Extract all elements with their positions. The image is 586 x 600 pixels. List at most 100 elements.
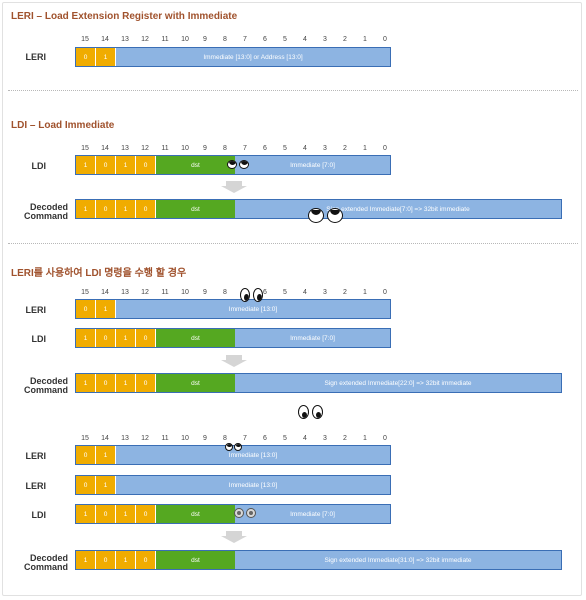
opcode-bit: 0 <box>136 551 156 569</box>
decoded-label-line2: Command <box>23 562 68 572</box>
eyes-icon <box>227 160 237 169</box>
bit-number: 11 <box>161 145 169 152</box>
ldi-register: 1 0 1 0 dst Immediate [7:0] <box>75 504 391 524</box>
opcode-bit: 0 <box>96 200 116 218</box>
decoded-label-line1: Decoded <box>29 553 68 563</box>
bit-number: 13 <box>121 435 129 442</box>
immediate-field: Immediate [7:0] <box>235 505 390 523</box>
dst-field: dst <box>156 505 235 523</box>
section1-title: LERI – Load Extension Register with Imme… <box>11 11 238 22</box>
bit-number: 6 <box>263 289 267 296</box>
bit-number: 4 <box>303 435 307 442</box>
immediate-field: Immediate [13:0] or Address [13:0] <box>116 48 390 66</box>
bit-number: 6 <box>263 36 267 43</box>
opcode-bit: 0 <box>96 329 116 347</box>
eyes-icon <box>298 405 309 419</box>
leri-label: LERI <box>25 52 46 62</box>
opcode-bit: 0 <box>76 300 96 318</box>
eyes-icon <box>312 405 323 419</box>
bit-number: 3 <box>323 289 327 296</box>
opcode-bit: 1 <box>76 551 96 569</box>
opcode-bit: 0 <box>76 446 96 464</box>
bit-number: 8 <box>223 145 227 152</box>
bit-number: 15 <box>81 289 89 296</box>
opcode-bit: 1 <box>96 446 116 464</box>
opcode-bit: 1 <box>116 200 136 218</box>
bit-number: 13 <box>121 36 129 43</box>
bit-number: 14 <box>101 36 109 43</box>
bit-number: 12 <box>141 435 149 442</box>
opcode-bit: 0 <box>136 156 156 174</box>
opcode-bit: 0 <box>76 476 96 494</box>
opcode-bit: 1 <box>96 476 116 494</box>
opcode-bit: 1 <box>76 374 96 392</box>
opcode-bit: 0 <box>136 505 156 523</box>
bit-number: 9 <box>203 435 207 442</box>
opcode-bit: 0 <box>96 156 116 174</box>
section2-title: LDI – Load Immediate <box>11 120 115 131</box>
bit-number: 10 <box>181 36 189 43</box>
bit-number: 2 <box>343 289 347 296</box>
opcode-bit: 0 <box>136 200 156 218</box>
eyes-icon <box>308 208 324 223</box>
opcode-bit: 0 <box>136 329 156 347</box>
bit-number: 11 <box>161 36 169 43</box>
bit-number: 13 <box>121 289 129 296</box>
immediate-field: Sign extended Immediate[31:0] => 32bit i… <box>235 551 561 569</box>
opcode-bit: 0 <box>96 374 116 392</box>
bit-number: 15 <box>81 145 89 152</box>
immediate-field: Sign extended Immediate[22:0] => 32bit i… <box>235 374 561 392</box>
immediate-field: Immediate [13:0] <box>116 300 390 318</box>
bit-number: 5 <box>283 145 287 152</box>
eyes-icon <box>327 208 343 223</box>
opcode-bit: 1 <box>96 48 116 66</box>
section-divider <box>8 90 578 91</box>
bit-number: 1 <box>363 435 367 442</box>
immediate-field: Immediate [7:0] <box>235 329 390 347</box>
bit-number: 5 <box>283 435 287 442</box>
bit-number: 12 <box>141 36 149 43</box>
leri-register: 0 1 Immediate [13:0] <box>75 299 391 319</box>
ldi-label: LDI <box>31 161 47 171</box>
bit-number: 10 <box>181 435 189 442</box>
opcode-bit: 1 <box>116 551 136 569</box>
bit-number: 11 <box>161 435 169 442</box>
opcode-bit: 1 <box>76 329 96 347</box>
diagram-frame <box>2 2 582 596</box>
bit-number: 5 <box>283 289 287 296</box>
bit-number: 6 <box>263 435 267 442</box>
bit-number: 14 <box>101 145 109 152</box>
bit-number: 8 <box>223 36 227 43</box>
decoded-register: 1 0 1 0 dst Sign extended Immediate[31:0… <box>75 550 562 570</box>
bit-number: 9 <box>203 145 207 152</box>
opcode-bit: 1 <box>76 505 96 523</box>
bit-number: 8 <box>223 435 227 442</box>
bit-number: 4 <box>303 289 307 296</box>
leri-register: 0 1 Immediate [13:0] <box>75 445 391 465</box>
opcode-bit: 0 <box>96 505 116 523</box>
bit-number: 11 <box>161 289 169 296</box>
bit-number: 2 <box>343 435 347 442</box>
section3-title: LERI를 사용하여 LDI 명령을 수행 할 경우 <box>11 268 187 279</box>
opcode-bit: 1 <box>116 374 136 392</box>
opcode-bit: 1 <box>76 156 96 174</box>
bit-number: 2 <box>343 36 347 43</box>
bit-number: 12 <box>141 145 149 152</box>
eyes-icon <box>225 443 233 451</box>
leri-label: LERI <box>25 451 46 461</box>
section-divider <box>8 243 578 244</box>
dst-field: dst <box>156 374 235 392</box>
decoded-register: 1 0 1 0 dst Sign extended Immediate[22:0… <box>75 373 562 393</box>
dst-field: dst <box>156 329 235 347</box>
leri-label: LERI <box>25 481 46 491</box>
bit-number: 10 <box>181 145 189 152</box>
eyes-icon <box>234 443 242 451</box>
immediate-field: Sign extended Immediate[7:0] => 32bit im… <box>235 200 561 218</box>
immediate-field: Immediate [13:0] <box>116 476 390 494</box>
dst-field: dst <box>156 156 235 174</box>
eyes-icon <box>234 508 244 518</box>
bit-number: 4 <box>303 36 307 43</box>
decoded-label-line1: Decoded <box>29 376 68 386</box>
decoded-label-line2: Command <box>23 385 68 395</box>
decoded-label-line2: Command <box>23 211 68 221</box>
